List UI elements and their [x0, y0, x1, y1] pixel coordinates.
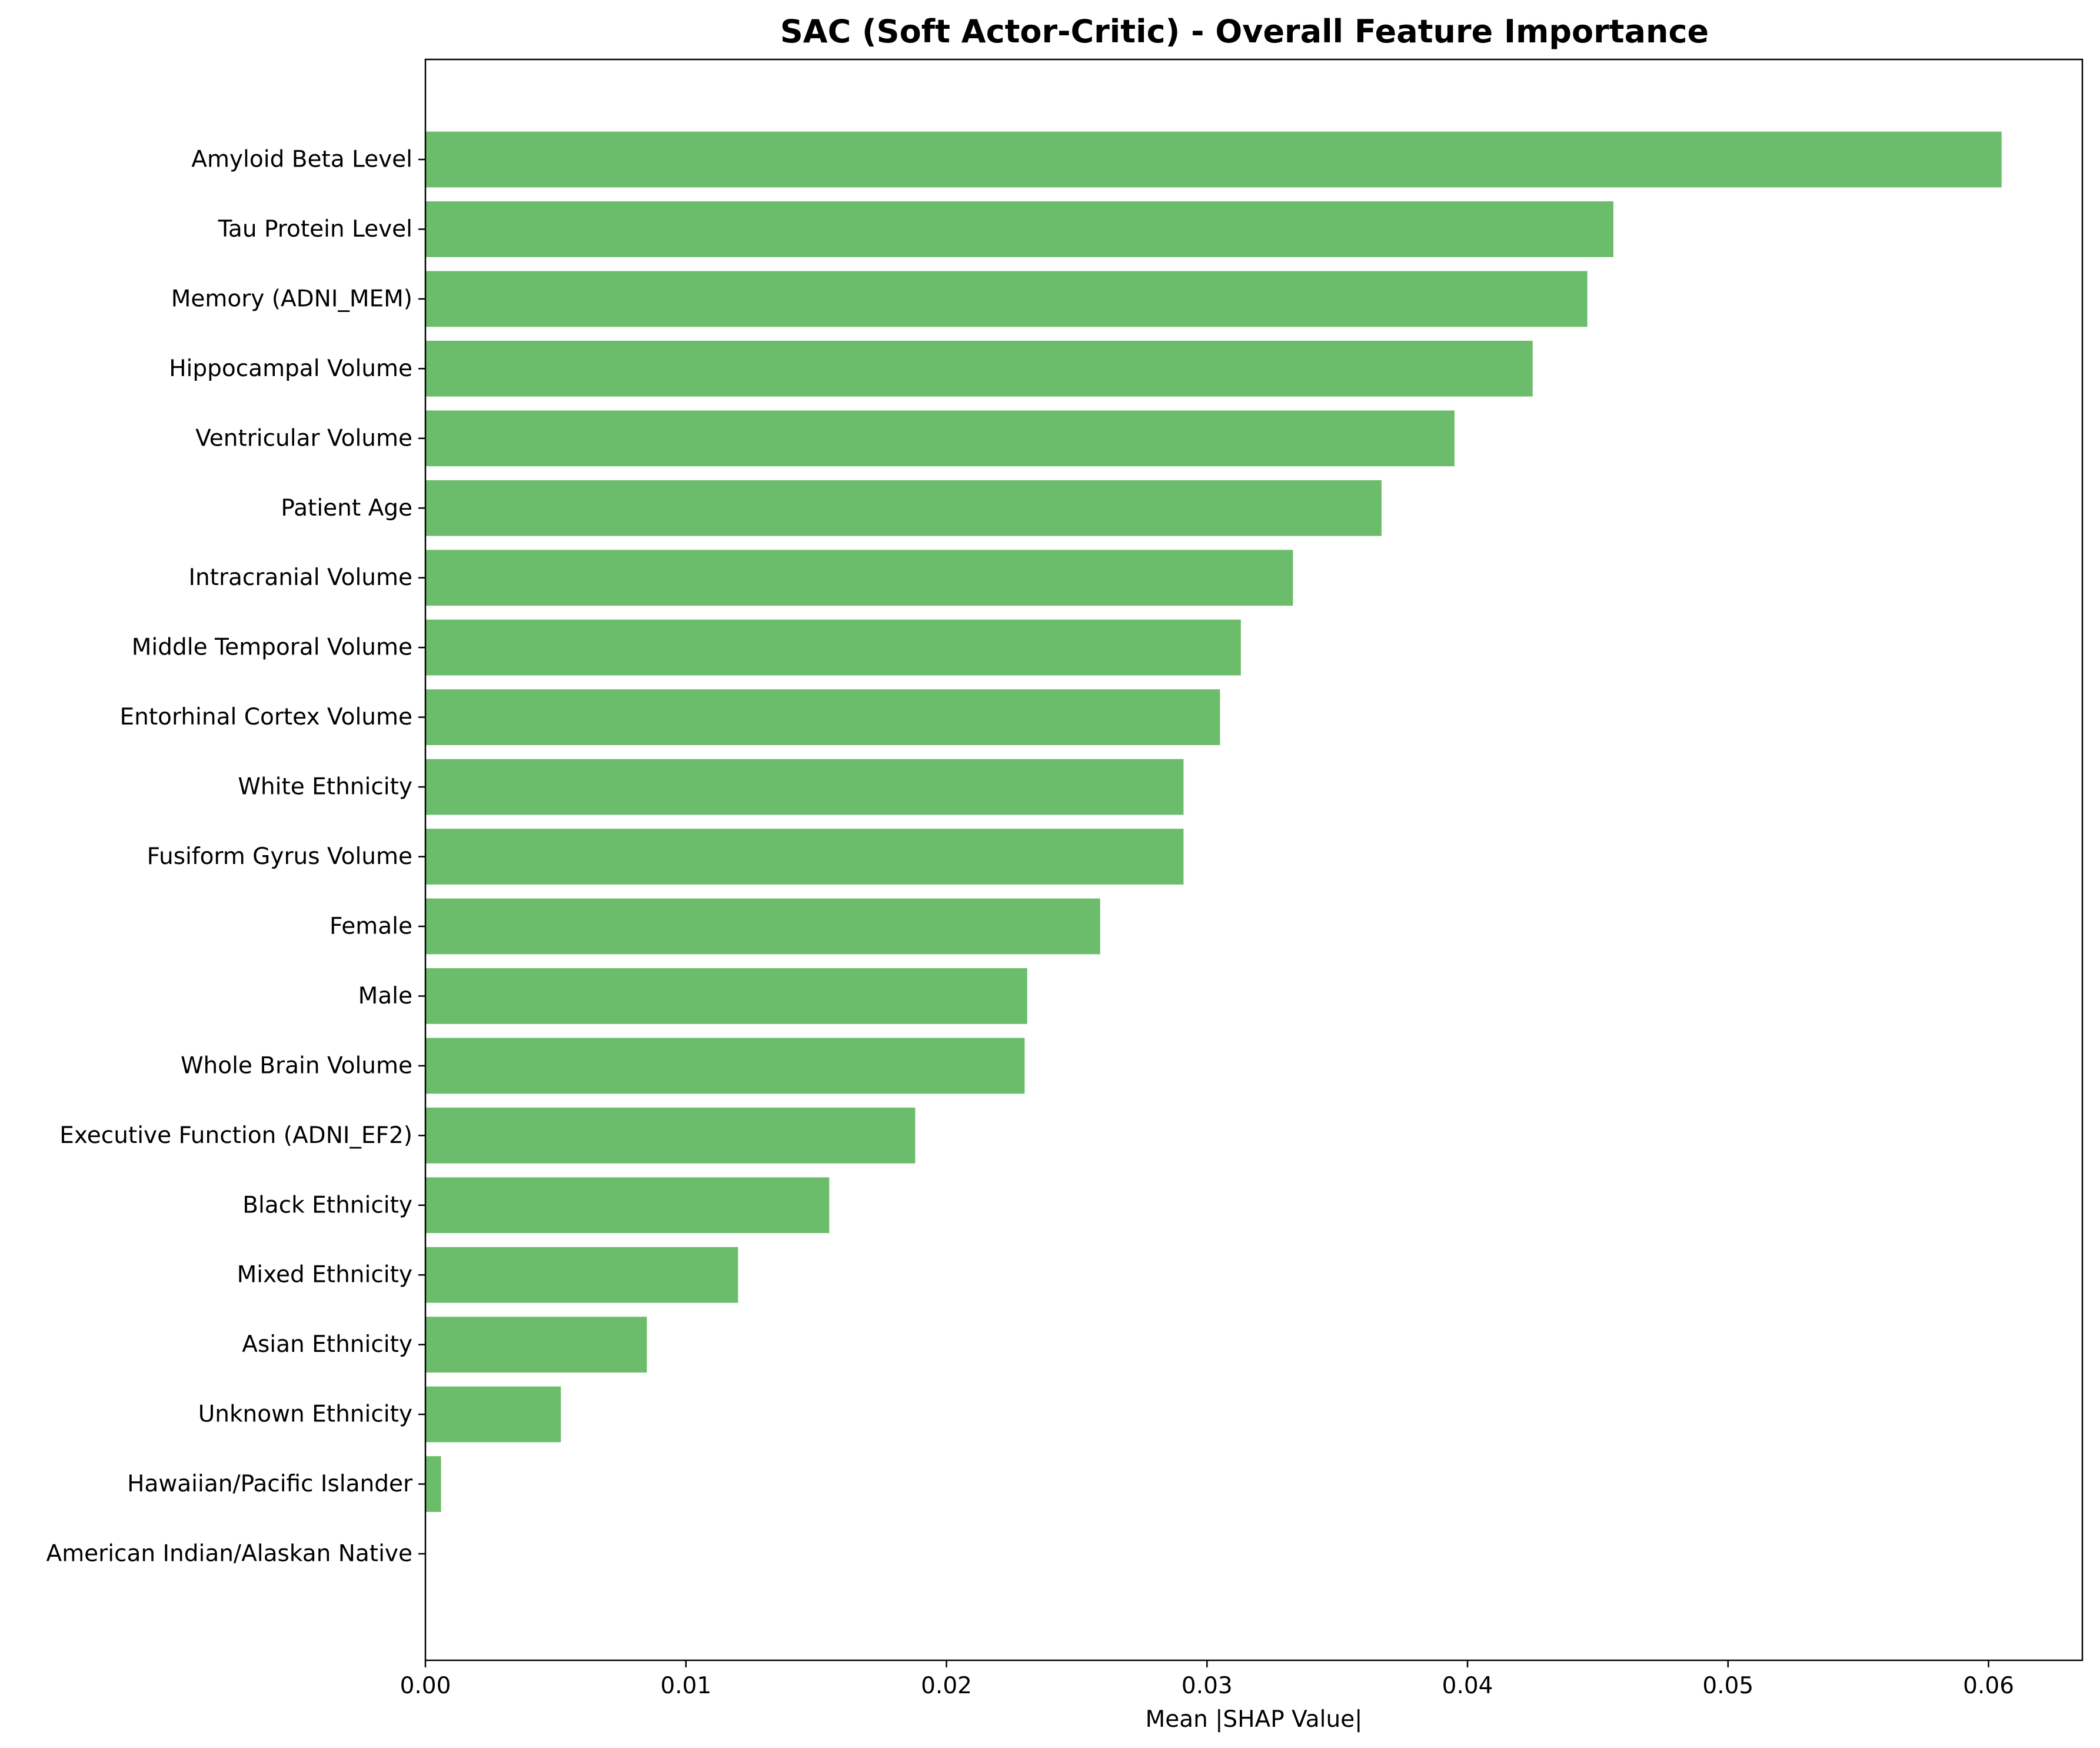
- y-axis-ticks: Amyloid Beta Level Tau Protein Level Memor…: [46, 147, 425, 1567]
- y-tick-label-middle-temporal-volume: Middle Temporal Volume: [132, 634, 412, 661]
- bar-unknown-ethnicity: [425, 1386, 561, 1443]
- x-tick-label: 0.05: [1702, 1673, 1753, 1699]
- x-tick-label: 0.04: [1442, 1673, 1493, 1699]
- bar-hawaiian-pacific-islander: [425, 1456, 441, 1512]
- y-tick-label-intracranial-volume: Intracranial Volume: [188, 564, 412, 591]
- y-tick-label-memory-adni-mem: Memory (ADNI_MEM): [171, 285, 412, 312]
- y-tick-label-black-ethnicity: Black Ethnicity: [242, 1192, 412, 1218]
- y-tick-label-tau-protein-level: Tau Protein Level: [218, 216, 412, 242]
- bar-intracranial-volume: [425, 550, 1293, 606]
- bar-asian-ethnicity: [425, 1317, 647, 1373]
- plot-frame: [424, 58, 2084, 1661]
- bar-tau-protein-level: [425, 201, 1614, 257]
- bar-white-ethnicity: [425, 759, 1184, 815]
- x-tick-label: 0.01: [660, 1673, 711, 1699]
- y-tick-label-male: Male: [358, 983, 412, 1009]
- y-tick-label-amyloid-beta-level: Amyloid Beta Level: [191, 147, 412, 173]
- bar-female: [425, 898, 1100, 955]
- y-tick-label-fusiform-gyrus-volume: Fusiform Gyrus Volume: [147, 843, 412, 870]
- y-tick-label-american-indian-alaskan-native: American Indian/Alaskan Native: [46, 1541, 412, 1567]
- y-tick-label-hawaiian-pacific-islander: Hawaiian/Pacific Islander: [127, 1471, 413, 1497]
- bar-patient-age: [425, 480, 1382, 536]
- x-axis-ticks: 0.00 0.01 0.02 0.03 0.04 0.05 0.06: [400, 1660, 2014, 1699]
- bars-group: [425, 131, 2002, 1512]
- bar-male: [425, 968, 1027, 1024]
- x-tick-label: 0.06: [1963, 1673, 2014, 1699]
- y-tick-label-unknown-ethnicity: Unknown Ethnicity: [198, 1401, 412, 1428]
- bar-hippocampal-volume: [425, 340, 1533, 397]
- bar-fusiform-gyrus-volume: [425, 829, 1184, 885]
- x-axis-label: Mean |SHAP Value|: [1146, 1706, 1363, 1733]
- y-tick-label-patient-age: Patient Age: [281, 495, 412, 521]
- bar-middle-temporal-volume: [425, 619, 1241, 676]
- chart-title: SAC (Soft Actor-Critic) - Overall Featur…: [780, 13, 1709, 50]
- y-tick-label-ventricular-volume: Ventricular Volume: [195, 425, 412, 451]
- y-tick-label-hippocampal-volume: Hippocampal Volume: [169, 355, 412, 382]
- bar-executive-function-adni-ef2: [425, 1107, 916, 1164]
- bar-amyloid-beta-level: [425, 131, 2002, 188]
- y-tick-label-female: Female: [330, 913, 412, 939]
- y-tick-label-asian-ethnicity: Asian Ethnicity: [242, 1331, 412, 1358]
- bar-memory-adni-mem: [425, 271, 1588, 327]
- bar-mixed-ethnicity: [425, 1247, 738, 1303]
- y-tick-label-entorhinal-cortex-volume: Entorhinal Cortex Volume: [119, 704, 412, 730]
- y-tick-label-executive-function-adni-ef2: Executive Function (ADNI_EF2): [59, 1122, 412, 1149]
- y-tick-label-mixed-ethnicity: Mixed Ethnicity: [237, 1262, 412, 1288]
- y-tick-label-white-ethnicity: White Ethnicity: [238, 774, 412, 800]
- x-tick-label: 0.03: [1182, 1673, 1233, 1699]
- bar-whole-brain-volume: [425, 1038, 1025, 1094]
- x-tick-label: 0.00: [400, 1673, 451, 1699]
- x-tick-label: 0.02: [921, 1673, 972, 1699]
- y-tick-label-whole-brain-volume: Whole Brain Volume: [181, 1052, 412, 1079]
- bar-black-ethnicity: [425, 1177, 830, 1234]
- bar-entorhinal-cortex-volume: [425, 689, 1220, 745]
- bar-ventricular-volume: [425, 410, 1455, 467]
